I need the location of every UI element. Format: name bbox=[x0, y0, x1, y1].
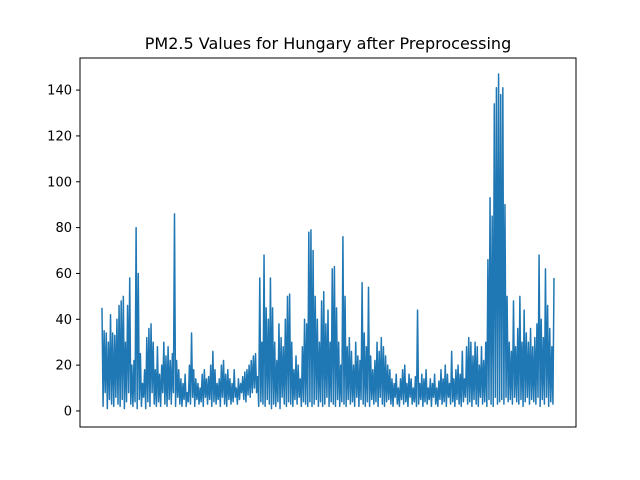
y-tick-label: 40 bbox=[55, 313, 72, 328]
y-tick-label: 80 bbox=[55, 221, 72, 236]
y-tick-label: 60 bbox=[55, 267, 72, 282]
y-tick-label: 100 bbox=[47, 175, 72, 190]
y-tick-label: 140 bbox=[47, 84, 72, 99]
y-tick-label: 120 bbox=[47, 129, 72, 144]
y-axis: 0 20 40 60 80 100 120 140 bbox=[47, 84, 80, 419]
pm25-series-line bbox=[101, 73, 555, 410]
plot-area-frame bbox=[79, 57, 577, 428]
chart-title: PM2.5 Values for Hungary after Preproces… bbox=[145, 34, 511, 53]
y-tick-label: 20 bbox=[55, 359, 72, 374]
y-tick-label: 0 bbox=[64, 404, 72, 419]
